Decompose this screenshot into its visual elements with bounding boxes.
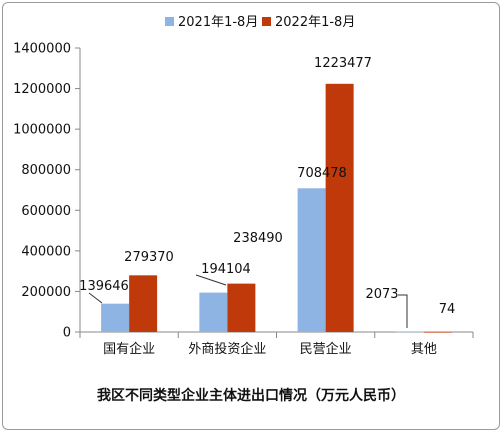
x-tick-label: 其他 bbox=[411, 342, 437, 357]
y-tick-label: 0 bbox=[63, 326, 71, 341]
bar bbox=[199, 292, 228, 332]
data-label: 194104 bbox=[201, 262, 251, 277]
legend-swatch bbox=[262, 17, 271, 26]
legend-label: 2022年1-8月 bbox=[275, 15, 355, 30]
y-tick-label: 1400000 bbox=[13, 42, 71, 57]
bar bbox=[395, 331, 424, 333]
data-label: 238490 bbox=[233, 231, 283, 246]
data-label: 708478 bbox=[297, 166, 347, 181]
x-tick-label: 民营企业 bbox=[300, 341, 352, 357]
data-label: 74 bbox=[439, 302, 456, 317]
bars bbox=[101, 83, 452, 333]
chart-title: 我区不同类型企业主体进出口情况（万元人民币） bbox=[97, 387, 405, 404]
y-tick-label: 200000 bbox=[21, 285, 71, 300]
data-label: 279370 bbox=[124, 250, 174, 265]
bar bbox=[423, 331, 452, 333]
y-tick-label: 800000 bbox=[21, 163, 71, 178]
data-label: 1223477 bbox=[314, 56, 372, 71]
legend: 2021年1-8月 2022年1-8月 bbox=[165, 15, 355, 30]
axes: 0 200000 400000 600000 800000 1000000 1200000 1… bbox=[13, 42, 474, 357]
y-tick-label: 1000000 bbox=[13, 123, 71, 138]
y-tick-label: 400000 bbox=[21, 244, 71, 259]
y-tick-label: 1200000 bbox=[13, 82, 71, 97]
bar bbox=[297, 188, 326, 332]
bar bbox=[325, 83, 354, 332]
bar bbox=[227, 283, 256, 332]
data-labels: 139646 194104 708478 2073 279370 238490 122347… bbox=[79, 56, 455, 328]
x-tick-label: 外商投资企业 bbox=[188, 341, 266, 357]
x-tick-label: 国有企业 bbox=[103, 341, 155, 357]
leader-line bbox=[88, 292, 103, 304]
leader-line bbox=[195, 274, 227, 286]
data-label: 2073 bbox=[365, 287, 398, 302]
leader-line bbox=[398, 294, 408, 328]
legend-label: 2021年1-8月 bbox=[178, 15, 258, 30]
y-tick-label: 600000 bbox=[21, 204, 71, 219]
bar bbox=[129, 275, 158, 332]
legend-swatch bbox=[165, 17, 174, 26]
data-label: 139646 bbox=[79, 279, 129, 294]
bar bbox=[101, 303, 130, 332]
